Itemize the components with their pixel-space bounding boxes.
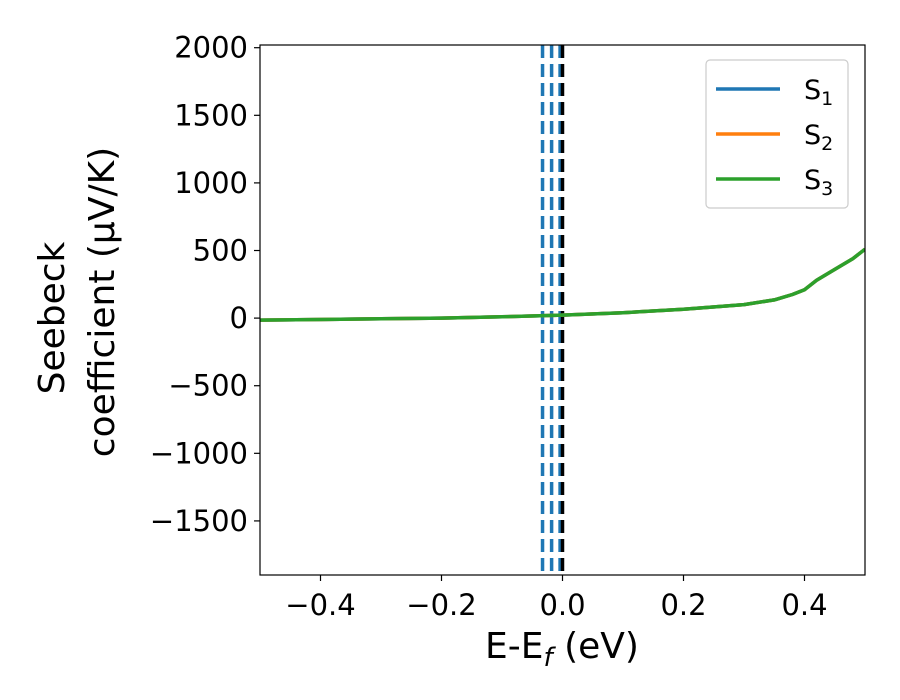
y-tick-label: 1500 — [174, 98, 248, 132]
legend-label-s1: S1 — [804, 75, 833, 110]
y-axis-label-line2: coefficient (μV/K) — [82, 147, 123, 457]
legend-label-s3: S3 — [804, 165, 833, 200]
y-tick-label: 0 — [230, 301, 248, 335]
y-tick-label: −1500 — [150, 504, 248, 538]
x-tick-label: −0.2 — [406, 588, 476, 622]
y-tick-label: 1000 — [174, 166, 248, 200]
x-tick-label: 0.4 — [781, 588, 827, 622]
y-tick-label: 500 — [193, 234, 248, 268]
legend-label-s2: S2 — [804, 120, 833, 155]
x-tick-label: 0.0 — [539, 588, 585, 622]
y-tick-label: −1000 — [150, 436, 248, 470]
y-tick-label: −500 — [168, 369, 248, 403]
y-tick-label: 2000 — [174, 31, 248, 65]
x-tick-label: −0.4 — [285, 588, 355, 622]
series-line-s3 — [260, 247, 865, 322]
y-axis-label-line1: Seebeck — [32, 241, 73, 394]
x-tick-label: 0.2 — [660, 588, 706, 622]
legend: S1 S2 S3 — [705, 59, 849, 209]
x-axis-label: E-Ef (eV) — [485, 626, 639, 673]
